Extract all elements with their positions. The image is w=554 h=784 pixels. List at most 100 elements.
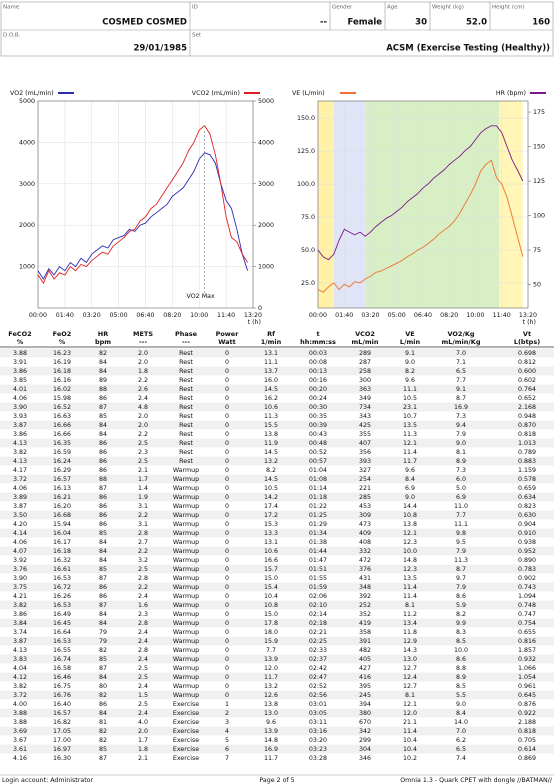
- table-cell: 9.0: [405, 494, 415, 501]
- row-stripe: [0, 582, 554, 592]
- y2-tick-label: 0: [258, 305, 262, 312]
- table-cell: Warmup: [173, 503, 199, 510]
- table-cell: 4.06: [13, 485, 27, 492]
- table-cell: 3.2: [138, 557, 148, 564]
- row-stripe: [0, 420, 554, 430]
- table-cell: 01:08: [309, 476, 327, 483]
- table-cell: 2.0: [138, 422, 148, 429]
- table-cell: 79: [99, 629, 107, 636]
- table-cell: 3.86: [13, 431, 27, 438]
- table-cell: 16.53: [53, 575, 71, 582]
- x-tick-label: 13:20: [519, 312, 537, 319]
- table-cell: 3.90: [13, 575, 27, 582]
- table-cell: 16.32: [53, 557, 71, 564]
- table-cell: Rest: [179, 395, 193, 402]
- row-stripe: [0, 726, 554, 736]
- table-cell: 11.3: [264, 413, 278, 420]
- table-cell: 0.876: [518, 701, 536, 708]
- table-cell: 11.1: [403, 386, 417, 393]
- table-cell: 16.46: [53, 674, 71, 681]
- phase-band: [333, 101, 366, 308]
- field-value: 30: [415, 18, 427, 28]
- table-cell: 9.1: [456, 386, 466, 393]
- x-tick-label: 05:00: [110, 312, 128, 319]
- table-cell: 16.75: [53, 683, 71, 690]
- series-line: [37, 152, 249, 280]
- row-stripe: [0, 690, 554, 700]
- table-cell: 00:48: [309, 440, 327, 447]
- table-cell: 03:01: [309, 701, 327, 708]
- table-cell: 15.0: [264, 611, 278, 618]
- y-tick-label: 150.0: [297, 115, 315, 122]
- table-cell: 1: [225, 701, 229, 708]
- table-cell: 1.8: [138, 368, 148, 375]
- table-cell: 82: [99, 647, 107, 654]
- table-cell: 82: [99, 350, 107, 357]
- table-cell: 0: [225, 494, 229, 501]
- table-cell: 01:25: [309, 512, 327, 519]
- column-header: HR: [98, 330, 108, 338]
- y2-tick-label: 175: [533, 109, 545, 116]
- table-cell: 2.5: [138, 674, 148, 681]
- table-cell: 5: [225, 737, 229, 744]
- table-cell: Warmup: [173, 584, 199, 591]
- table-cell: 0.748: [518, 602, 536, 609]
- table-cell: 02:18: [309, 620, 327, 627]
- table-cell: 02:47: [309, 674, 327, 681]
- table-cell: 14.5: [264, 386, 278, 393]
- table-cell: Warmup: [173, 674, 199, 681]
- table-cell: 16.63: [53, 413, 71, 420]
- table-cell: 00:57: [309, 458, 327, 465]
- table-cell: 4: [225, 728, 229, 735]
- y2-tick-label: 150: [533, 144, 545, 151]
- table-cell: 14.0: [454, 719, 468, 726]
- table-cell: 0: [225, 458, 229, 465]
- table-cell: 03:23: [309, 746, 327, 753]
- table-cell: 0: [225, 377, 229, 384]
- row-stripe: [0, 438, 554, 448]
- table-cell: 84: [99, 557, 107, 564]
- table-cell: 1.857: [518, 647, 536, 654]
- table-cell: 16.55: [53, 647, 71, 654]
- table-cell: 13.0: [264, 710, 278, 717]
- table-cell: Warmup: [173, 647, 199, 654]
- column-header: Rf: [267, 330, 275, 338]
- table-cell: 02:37: [309, 656, 327, 663]
- table-cell: 1.4: [138, 485, 148, 492]
- table-cell: 0: [225, 593, 229, 600]
- table-cell: Warmup: [173, 512, 199, 519]
- table-cell: 6.0: [456, 476, 466, 483]
- table-cell: 2.8: [138, 620, 148, 627]
- table-cell: 0.870: [518, 422, 536, 429]
- table-cell: 84: [99, 422, 107, 429]
- table-cell: 3.72: [13, 692, 27, 699]
- table-cell: Rest: [179, 368, 193, 375]
- table-cell: 13.8: [264, 431, 278, 438]
- table-cell: 01:14: [309, 485, 327, 492]
- table-cell: 2.6: [138, 386, 148, 393]
- table-cell: 14.2: [264, 494, 278, 501]
- table-cell: 02:56: [309, 692, 327, 699]
- column-unit: mL/min: [352, 338, 379, 346]
- table-cell: 01:51: [309, 566, 327, 573]
- table-cell: Warmup: [173, 521, 199, 528]
- table-cell: 2.4: [138, 656, 148, 663]
- table-cell: 391: [359, 638, 371, 645]
- table-cell: 15.7: [264, 566, 278, 573]
- table-cell: 00:16: [309, 377, 327, 384]
- table-cell: Warmup: [173, 485, 199, 492]
- field-value: 160: [532, 18, 550, 28]
- table-cell: Exercise: [173, 755, 199, 762]
- table-cell: Warmup: [173, 494, 199, 501]
- table-cell: 11.7: [264, 755, 278, 762]
- table-cell: 86: [99, 440, 107, 447]
- table-cell: 14.4: [403, 503, 417, 510]
- table-cell: 670: [359, 719, 371, 726]
- table-cell: 16.76: [53, 692, 71, 699]
- table-cell: 4.20: [13, 521, 27, 528]
- table-cell: 0.614: [518, 746, 536, 753]
- table-cell: 0: [225, 530, 229, 537]
- table-cell: 427: [359, 665, 371, 672]
- field-value: 29/01/1985: [133, 44, 187, 54]
- column-unit: ---: [182, 338, 190, 346]
